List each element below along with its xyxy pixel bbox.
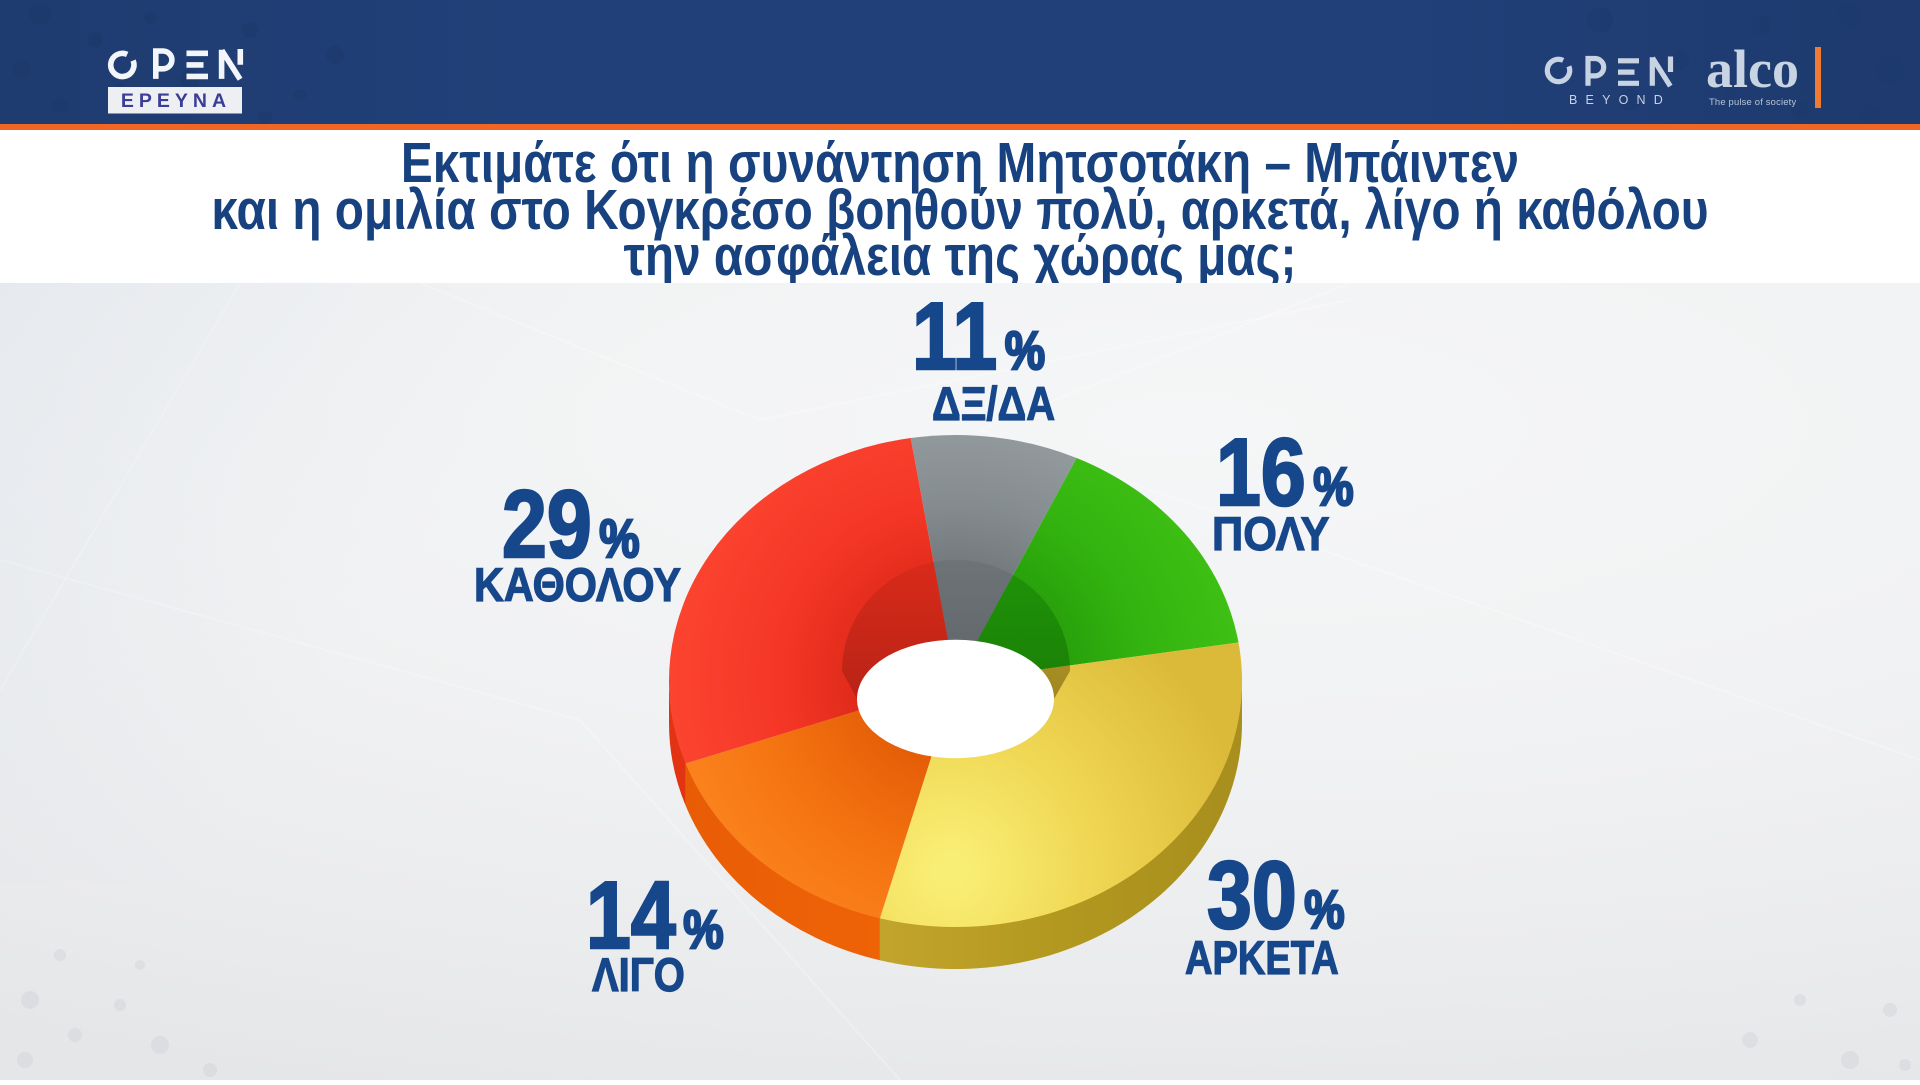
svg-text:The pulse of society: The pulse of society xyxy=(1709,96,1796,107)
svg-text:alco: alco xyxy=(1706,39,1799,99)
svg-text:ΕΡΕΥΝΑ: ΕΡΕΥΝΑ xyxy=(121,90,231,112)
svg-text:BEYOND: BEYOND xyxy=(1569,93,1671,107)
